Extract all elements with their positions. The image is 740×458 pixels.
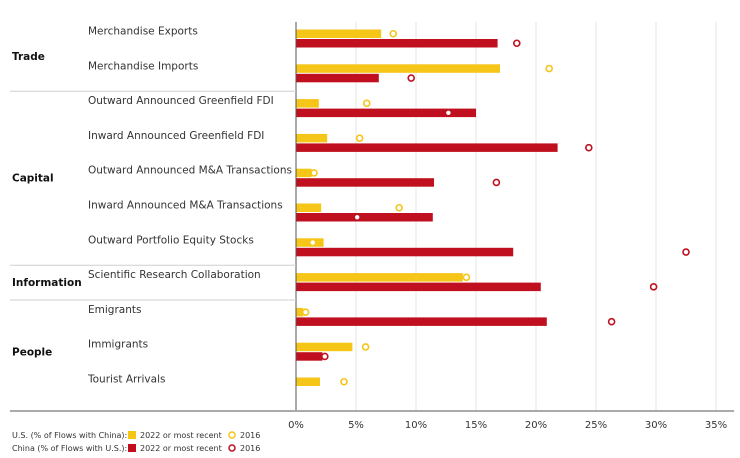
legend-bar-label: 2022 or most recent [140, 431, 222, 440]
category-labels: Merchandise Exports Merchandise Imports Ou… [87, 26, 292, 386]
us-bar-tourist-arrivals [296, 377, 320, 386]
category-label-inward-announced-m-a-transactions: Inward Announced M&A Transactions [88, 200, 283, 212]
china-bar-outward-announced-m-a-transactions [296, 178, 434, 187]
china-marker-2016-immigrants [320, 352, 329, 361]
category-label-outward-announced-greenfield-fdi: Outward Announced Greenfield FDI [88, 95, 274, 107]
us-bar-merchandise-exports [296, 29, 382, 38]
china-marker-2016-merchandise-exports [512, 39, 521, 48]
legend-row-label: U.S. (% of Flows with China): [12, 431, 127, 440]
china-bar-inward-announced-greenfield-fdi [296, 143, 558, 152]
us-marker-2016-tourist-arrivals [340, 377, 348, 386]
us-marker-2016-scientific-research-collaboration [462, 273, 471, 282]
us-bar-merchandise-imports [296, 64, 500, 73]
group-label-information: Information [12, 277, 82, 289]
group-labels: Trade Capital Information People [12, 51, 82, 359]
us-bar-emigrants [296, 307, 304, 317]
us-marker-2016-outward-announced-m-a-transactions [310, 169, 318, 177]
legend: U.S. (% of Flows with China): 2022 or mos… [12, 431, 260, 453]
x-tick-label: 30% [645, 420, 667, 431]
markers-2016 [301, 29, 690, 386]
legend-bar-label: 2022 or most recent [140, 444, 222, 453]
china-bar-emigrants [296, 317, 547, 326]
us-bar-outward-announced-greenfield-fdi [296, 99, 319, 108]
category-label-inward-announced-greenfield-fdi: Inward Announced Greenfield FDI [88, 130, 264, 142]
us-bar-scientific-research-collaboration [296, 273, 463, 282]
category-label-merchandise-exports: Merchandise Exports [88, 26, 198, 38]
category-label-immigrants: Immigrants [88, 339, 148, 351]
us-bar-immigrants [296, 342, 353, 352]
us-marker-2016-merchandise-imports [545, 64, 554, 73]
us-marker-2016-emigrants [301, 308, 310, 316]
legend-marker-swatch [228, 444, 236, 452]
china-marker-2016-inward-announced-greenfield-fdi [584, 143, 593, 152]
category-label-outward-portfolio-equity-stocks: Outward Portfolio Equity Stocks [88, 234, 254, 246]
us-bar-inward-announced-m-a-transactions [296, 203, 322, 212]
category-label-scientific-research-collaboration: Scientific Research Collaboration [88, 269, 261, 281]
x-tick-label: 20% [525, 420, 547, 431]
china-marker-2016-scientific-research-collaboration [649, 283, 658, 291]
us-marker-2016-inward-announced-greenfield-fdi [355, 134, 364, 142]
us-marker-2016-outward-portfolio-equity-stocks [308, 238, 317, 247]
group-label-people: People [12, 347, 52, 359]
legend-marker-label: 2016 [240, 444, 260, 453]
group-separators [10, 90, 734, 412]
category-label-emigrants: Emigrants [88, 304, 141, 316]
china-marker-2016-outward-portfolio-equity-stocks [682, 248, 690, 256]
legend-bar-swatch [128, 444, 136, 452]
x-axis-ticks: 0% 5% 10% 15% 20% 25% 30% 35% [288, 420, 727, 431]
group-label-capital: Capital [12, 173, 54, 185]
group-label-trade: Trade [12, 51, 45, 63]
china-bar-scientific-research-collaboration [296, 282, 541, 292]
category-label-merchandise-imports: Merchandise Imports [88, 60, 198, 72]
us-marker-2016-merchandise-exports [389, 29, 398, 38]
china-marker-2016-inward-announced-m-a-transactions [353, 213, 362, 222]
china-bar-outward-portfolio-equity-stocks [296, 247, 514, 257]
x-tick-label: 5% [348, 420, 364, 431]
us-marker-2016-outward-announced-greenfield-fdi [362, 99, 371, 108]
legend-marker-swatch [228, 431, 236, 439]
china-bar-inward-announced-m-a-transactions [296, 213, 433, 222]
china-bar-immigrants [296, 352, 323, 361]
us-bar-outward-announced-m-a-transactions [296, 168, 312, 178]
us-marker-2016-inward-announced-m-a-transactions [395, 203, 404, 212]
x-tick-label: 25% [585, 420, 607, 431]
x-tick-label: 35% [705, 420, 727, 431]
bars [296, 29, 558, 386]
category-label-outward-announced-m-a-transactions: Outward Announced M&A Transactions [88, 165, 292, 177]
x-tick-label: 15% [465, 420, 487, 431]
china-bar-merchandise-imports [296, 73, 379, 83]
us-marker-2016-immigrants [361, 343, 370, 351]
china-bar-outward-announced-greenfield-fdi [296, 108, 476, 118]
legend-row-label: China (% of Flows with U.S.): [12, 444, 127, 453]
china-bar-merchandise-exports [296, 39, 498, 48]
legend-marker-label: 2016 [240, 431, 260, 440]
category-label-tourist-arrivals: Tourist Arrivals [87, 374, 165, 386]
china-marker-2016-outward-announced-m-a-transactions [492, 178, 501, 187]
x-tick-label: 0% [288, 420, 304, 431]
china-marker-2016-emigrants [607, 317, 616, 326]
us-bar-inward-announced-greenfield-fdi [296, 133, 328, 143]
legend-bar-swatch [128, 431, 136, 439]
x-tick-label: 10% [405, 420, 427, 431]
china-marker-2016-merchandise-imports [407, 74, 416, 82]
china-marker-2016-outward-announced-greenfield-fdi [444, 109, 453, 117]
